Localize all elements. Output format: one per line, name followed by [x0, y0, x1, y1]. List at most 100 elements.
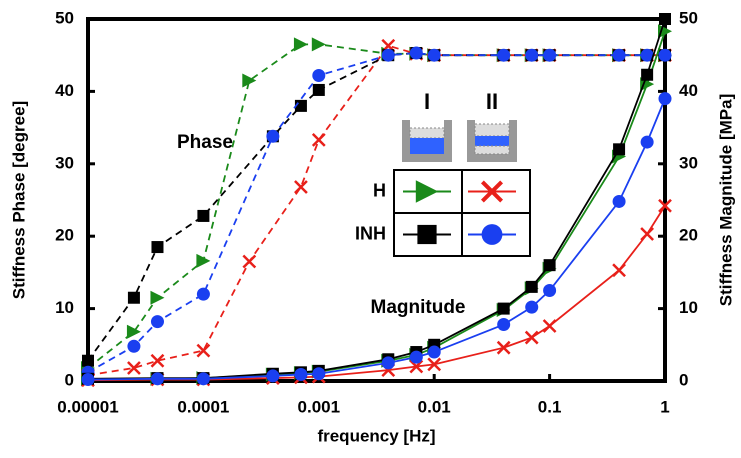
- legend-marker: [417, 224, 437, 245]
- marker: [381, 356, 395, 370]
- mesh: [409, 127, 445, 139]
- series-line: [87, 44, 665, 377]
- x-tick-label: 0.0001: [177, 397, 229, 416]
- marker: [126, 324, 141, 339]
- marker: [409, 350, 423, 364]
- legend-row-label: INH: [355, 223, 386, 243]
- fluid: [475, 136, 509, 146]
- legend-row-label: H: [373, 180, 386, 200]
- x-tick-label: 0.001: [298, 397, 341, 416]
- marker: [427, 48, 441, 62]
- x-tick-label: 0.1: [538, 397, 562, 416]
- marker: [427, 345, 441, 359]
- marker: [497, 318, 511, 332]
- y-axis-title: Stiffness Phase [degree]: [9, 101, 28, 299]
- marker: [196, 253, 211, 268]
- y-tick-label: 40: [55, 81, 74, 100]
- y-tick-label: 20: [55, 226, 74, 245]
- marker: [612, 194, 626, 208]
- legend-column-label: I: [424, 89, 430, 114]
- marker: [294, 180, 308, 194]
- y-tick-label: 50: [55, 8, 74, 27]
- series-line: [87, 43, 665, 369]
- marker: [196, 287, 210, 301]
- marker: [409, 359, 424, 374]
- marker: [659, 13, 671, 25]
- x-tick-label: 0.00001: [57, 397, 118, 416]
- marker: [127, 339, 141, 353]
- y2-tick-label: 40: [679, 81, 698, 100]
- marker: [82, 354, 94, 367]
- y2-tick-label: 10: [679, 298, 698, 317]
- marker: [312, 68, 326, 82]
- marker: [497, 302, 510, 315]
- marker: [196, 372, 210, 386]
- x-axis-title: frequency [Hz]: [317, 426, 435, 445]
- marker: [150, 315, 164, 329]
- marker: [525, 300, 539, 314]
- legend-marker: [415, 180, 439, 203]
- y2-axis-title: Stiffness Magnitude [MPa]: [716, 94, 735, 307]
- marker: [543, 48, 557, 62]
- legend-marker: [481, 224, 503, 245]
- legend-marker: [480, 180, 504, 203]
- marker: [525, 280, 538, 293]
- marker: [311, 133, 326, 147]
- marker: [196, 343, 211, 358]
- marker: [294, 367, 308, 381]
- marker: [641, 68, 654, 81]
- marker: [312, 367, 326, 381]
- y2-tick-label: 20: [679, 226, 698, 245]
- marker: [427, 357, 442, 372]
- plot-frame: [86, 17, 667, 383]
- marker: [640, 227, 655, 241]
- series-line: [87, 52, 665, 362]
- marker: [197, 209, 210, 222]
- legend-icons: [402, 120, 517, 162]
- y-tick-label: 30: [55, 153, 74, 172]
- marker: [150, 353, 165, 368]
- annotation: Phase: [177, 132, 233, 153]
- marker: [150, 290, 165, 305]
- marker: [127, 291, 140, 304]
- marker: [266, 369, 280, 383]
- mesh: [474, 123, 510, 137]
- marker: [612, 48, 626, 62]
- marker: [658, 198, 672, 213]
- legend-column-label: II: [486, 89, 498, 114]
- y-tick-label: 0: [65, 370, 74, 389]
- marker: [658, 92, 672, 106]
- marker: [151, 241, 164, 254]
- y2-tick-label: 0: [679, 370, 688, 389]
- marker: [81, 373, 95, 387]
- marker: [612, 263, 626, 278]
- marker: [640, 135, 654, 149]
- x-tick-label: 0.01: [418, 397, 451, 416]
- marker: [312, 83, 325, 96]
- marker: [409, 46, 423, 60]
- y2-tick-label: 30: [679, 153, 698, 172]
- marker: [542, 319, 557, 333]
- fluid: [410, 138, 444, 154]
- y2-tick-label: 50: [679, 8, 698, 27]
- marker: [150, 372, 164, 386]
- marker: [524, 330, 539, 345]
- marker: [266, 129, 280, 143]
- annotation: Magnitude: [371, 297, 466, 318]
- marker: [311, 37, 326, 52]
- mesh: [474, 145, 510, 155]
- marker: [543, 259, 556, 272]
- marker: [497, 48, 511, 62]
- y-tick-label: 10: [55, 298, 74, 317]
- x-tick-label: 1: [660, 397, 669, 416]
- marker: [381, 48, 395, 62]
- marker: [293, 37, 308, 52]
- marker: [658, 48, 672, 62]
- marker: [640, 48, 654, 62]
- marker: [525, 48, 539, 62]
- marker: [127, 361, 141, 375]
- marker: [496, 340, 511, 355]
- marker: [613, 143, 626, 156]
